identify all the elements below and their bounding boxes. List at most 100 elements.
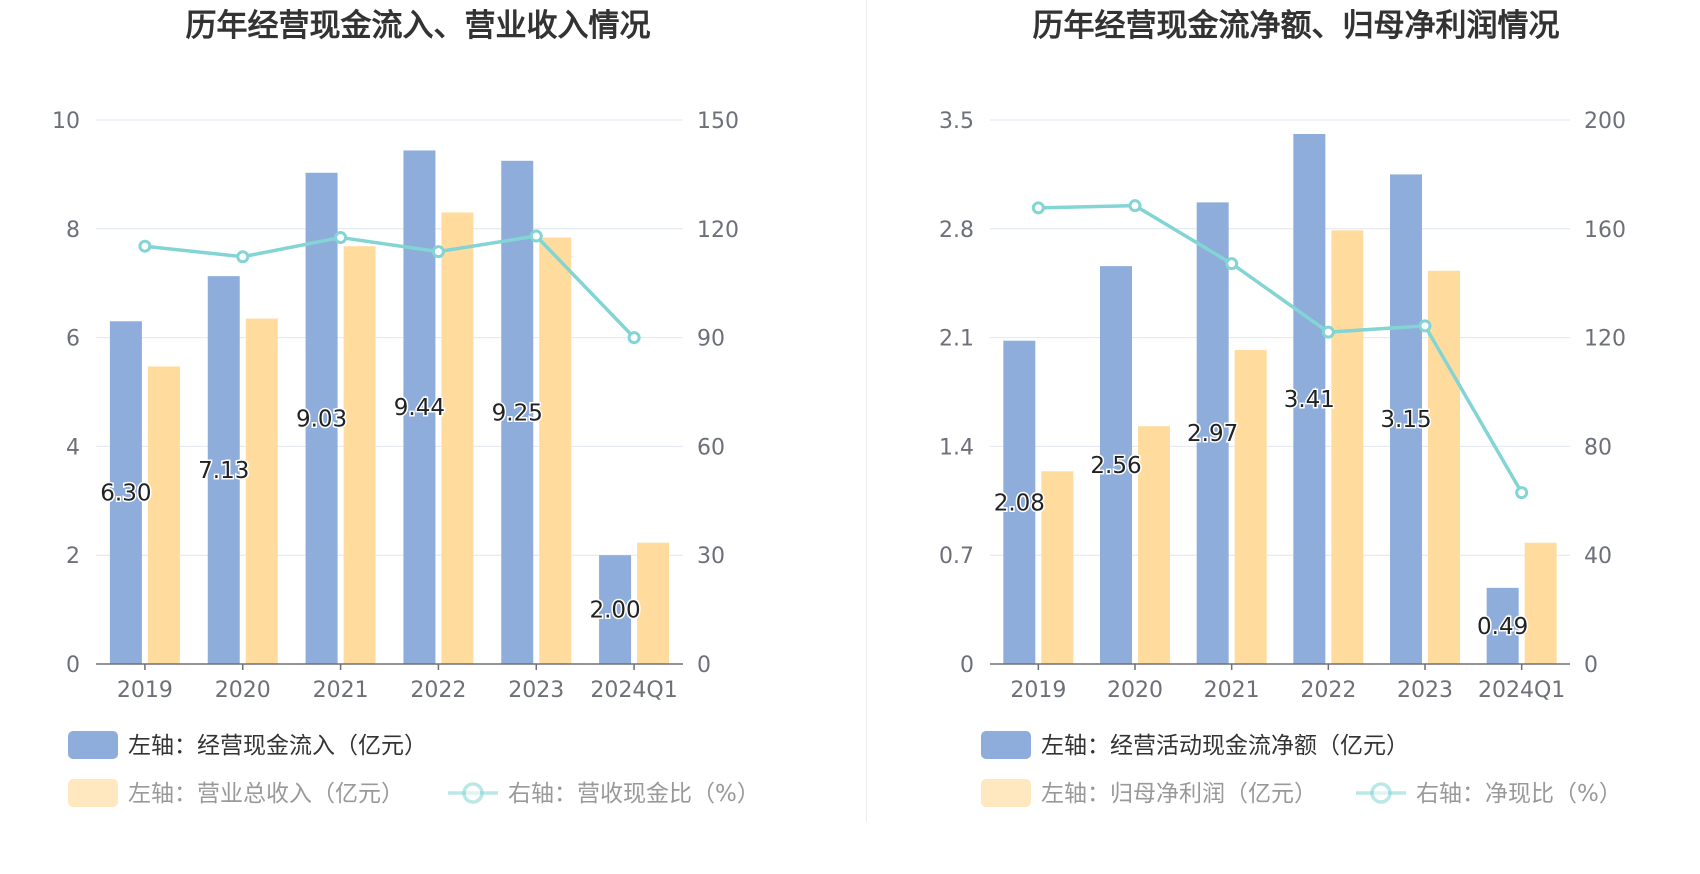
chart-net-cash-flow-profit: 历年经营现金流净额、归母净利润情况 0 0 0.7 40 1.4 80 2.1 120 2.8 1… <box>939 8 1626 807</box>
bar-secondary <box>1234 350 1267 664</box>
bar-marks <box>109 150 670 665</box>
right-tick-label: 120 <box>697 218 739 243</box>
chart-title: 历年经营现金流净额、归母净利润情况 <box>1033 8 1560 44</box>
x-tick-label: 2021 <box>313 678 369 703</box>
ratio-point <box>1031 201 1045 215</box>
bar-secondary <box>245 318 278 664</box>
bar-secondary <box>1138 426 1170 664</box>
gridlines <box>990 119 1570 556</box>
bar-primary <box>207 276 240 664</box>
legend-swatch <box>981 779 1031 807</box>
gridlines <box>96 119 683 556</box>
legend-label: 左轴：经营现金流入（亿元） <box>128 733 427 759</box>
legend-label: 左轴：营业总收入（亿元） <box>128 781 404 807</box>
left-tick-label: 2.8 <box>939 218 974 243</box>
axes: 0 0 2 30 4 60 6 90 8 120 10 150 2019 2020 2021 2022 2023… <box>52 109 739 703</box>
x-tick-label: 2021 <box>1204 678 1260 703</box>
bar-primary <box>1003 340 1036 664</box>
chart-cash-inflow-revenue: 历年经营现金流入、营业收入情况 0 0 2 30 4 60 6 90 8 120 10 150 2019… <box>52 8 760 807</box>
right-tick-label: 160 <box>1584 218 1626 243</box>
data-label: 3.15 <box>1380 407 1431 433</box>
left-tick-label: 6 <box>66 327 80 352</box>
ratio-point <box>138 239 152 253</box>
data-label: 9.03 <box>296 406 347 432</box>
bar-primary <box>1100 266 1132 664</box>
bar-primary <box>1486 587 1519 664</box>
left-tick-label: 2.1 <box>939 327 974 352</box>
right-tick-label: 80 <box>1584 435 1612 460</box>
right-tick-label: 200 <box>1584 109 1626 134</box>
right-tick-label: 30 <box>697 544 725 569</box>
left-tick-label: 10 <box>52 109 80 134</box>
bar-secondary <box>1428 270 1460 664</box>
data-labels: 6.30 7.13 9.03 9.44 9.25 2.00 <box>99 394 642 625</box>
data-label: 6.30 <box>100 481 151 507</box>
right-tick-label: 150 <box>697 109 739 134</box>
x-tick-label: 2024Q1 <box>1478 678 1565 703</box>
ratio-point <box>1321 325 1335 339</box>
right-tick-label: 0 <box>697 653 711 678</box>
data-label: 3.41 <box>1284 387 1335 413</box>
left-tick-label: 1.4 <box>939 435 974 460</box>
ratio-point <box>431 245 445 259</box>
ratio-point <box>1515 486 1529 500</box>
bar-secondary <box>1524 542 1557 664</box>
x-tick-label: 2024Q1 <box>590 678 677 703</box>
ratio-point <box>1418 319 1432 333</box>
x-tick-label: 2022 <box>410 678 466 703</box>
data-label: 2.08 <box>994 490 1045 516</box>
left-tick-label: 4 <box>66 435 80 460</box>
x-tick-label: 2019 <box>1010 678 1066 703</box>
bar-primary <box>109 321 142 664</box>
legend-label: 左轴：经营活动现金流净额（亿元） <box>1041 733 1409 759</box>
ratio-point <box>1225 257 1239 271</box>
line-series <box>138 229 641 345</box>
bar-marks <box>1003 133 1557 664</box>
ratio-line <box>144 234 636 339</box>
panel-divider <box>866 0 867 822</box>
right-tick-label: 0 <box>1584 653 1598 678</box>
ratio-point <box>529 229 543 243</box>
legend-item: 右轴：净现比（%） <box>1356 781 1622 807</box>
bar-secondary <box>539 237 572 664</box>
chart-title: 历年经营现金流入、营业收入情况 <box>186 8 651 44</box>
ratio-point <box>236 250 250 264</box>
bar-primary <box>305 172 338 664</box>
bar-primary <box>599 555 632 664</box>
left-tick-label: 0.7 <box>939 544 974 569</box>
legend: 左轴：经营现金流入（亿元） 左轴：营业总收入（亿元） 右轴：营收现金比（%） <box>68 731 760 807</box>
x-tick-label: 2020 <box>1107 678 1163 703</box>
data-labels: 2.08 2.56 2.97 3.41 3.15 0.49 <box>992 385 1530 641</box>
bar-primary <box>403 150 436 665</box>
ratio-point <box>1128 199 1142 213</box>
x-tick-label: 2019 <box>117 678 173 703</box>
data-label: 2.56 <box>1090 453 1141 479</box>
axes: 0 0 0.7 40 1.4 80 2.1 120 2.8 160 3.5 200 2019 2020 20… <box>939 109 1626 703</box>
legend-label: 右轴：净现比（%） <box>1416 781 1622 807</box>
ratio-point <box>334 231 348 245</box>
legend-swatch <box>68 731 118 759</box>
data-label: 9.44 <box>394 395 445 421</box>
data-label: 9.25 <box>492 400 543 426</box>
bar-secondary <box>147 366 180 664</box>
right-tick-label: 90 <box>697 327 725 352</box>
legend-swatch <box>68 779 118 807</box>
bar-secondary <box>1331 230 1364 664</box>
ratio-point <box>627 331 641 345</box>
right-tick-label: 120 <box>1584 327 1626 352</box>
x-tick-label: 2023 <box>508 678 564 703</box>
legend-swatch <box>981 731 1031 759</box>
data-label: 0.49 <box>1477 614 1528 640</box>
bar-primary <box>501 160 534 665</box>
left-tick-label: 2 <box>66 544 80 569</box>
left-tick-label: 8 <box>66 218 80 243</box>
line-series <box>1031 199 1529 500</box>
legend-item: 右轴：营收现金比（%） <box>448 781 760 807</box>
legend: 左轴：经营活动现金流净额（亿元） 左轴：归母净利润（亿元） 右轴：净现比（%） <box>981 731 1622 807</box>
legend-marker <box>462 782 484 804</box>
legend-item: 左轴：营业总收入（亿元） <box>68 779 404 807</box>
left-tick-label: 0 <box>66 653 80 678</box>
legend-item: 左轴：经营活动现金流净额（亿元） <box>981 731 1409 759</box>
left-tick-label: 3.5 <box>939 109 974 134</box>
right-tick-label: 40 <box>1584 544 1612 569</box>
